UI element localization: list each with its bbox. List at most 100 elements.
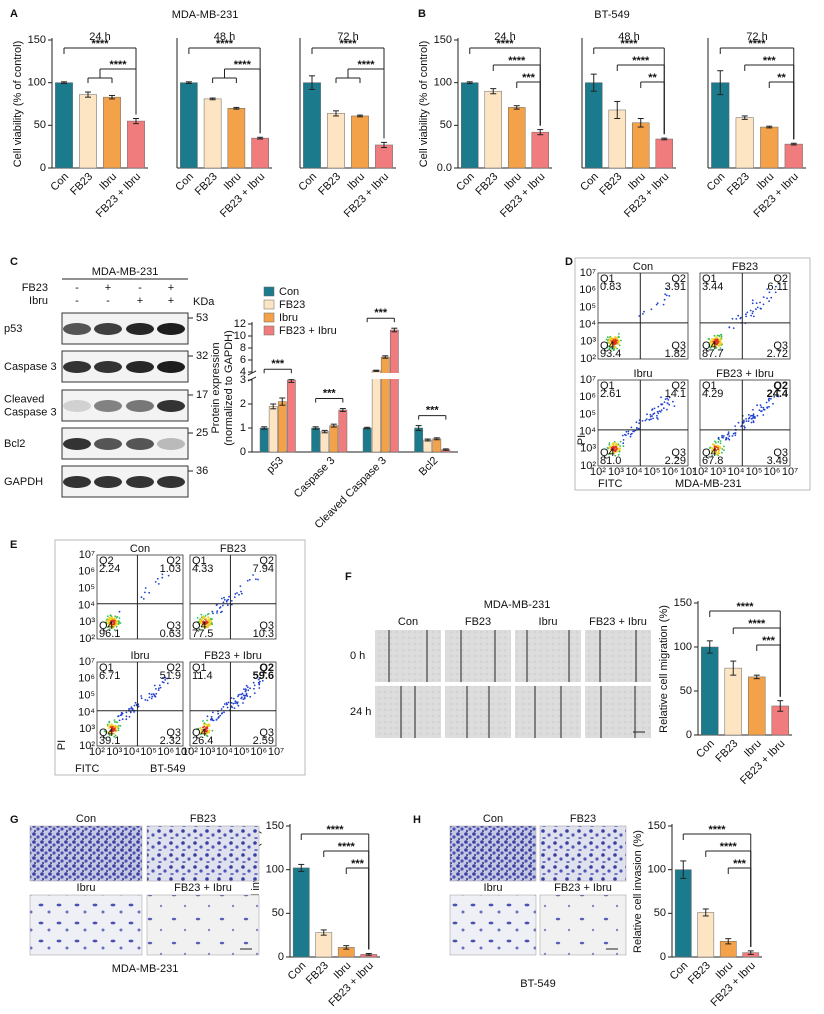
- flow-y-tick: 10⁶: [579, 284, 596, 296]
- flow-event: [242, 698, 245, 701]
- bar: [338, 409, 348, 453]
- chart-title: 72 h: [337, 31, 358, 43]
- flow-event: [672, 400, 674, 403]
- flow-event: [605, 338, 608, 341]
- flow-event: [144, 587, 147, 589]
- quadrant-value: 1.03: [160, 563, 181, 575]
- quadrant-name: Q3: [773, 447, 788, 459]
- flow-event: [662, 303, 665, 306]
- quadrant-value: 6.11: [767, 281, 788, 293]
- bar: [701, 646, 719, 736]
- flow-event: [196, 617, 199, 619]
- significance: ***: [426, 405, 440, 417]
- quadrant-name: Q3: [671, 447, 686, 459]
- flow-event: [154, 581, 157, 583]
- flow-event: [635, 421, 638, 424]
- quadrant-name: Q4: [192, 727, 207, 739]
- blot-band: [63, 438, 91, 450]
- flow-y-tick: 10³: [580, 443, 596, 455]
- flow-event: [107, 731, 109, 733]
- flow-event: [253, 684, 256, 687]
- bar: [180, 82, 198, 169]
- quadrant-value: 26.4: [192, 735, 213, 747]
- flow-event: [759, 301, 761, 304]
- flow-event: [611, 341, 614, 344]
- flow-event: [222, 601, 225, 604]
- micrograph: [515, 686, 581, 738]
- quadrant-value: 2.29: [665, 455, 686, 467]
- flow-event: [629, 433, 632, 436]
- bar: [251, 137, 269, 169]
- blot-row-label: p53: [4, 323, 22, 335]
- flow-event: [258, 683, 261, 686]
- flow-event: [765, 401, 768, 404]
- flow-event: [614, 444, 617, 447]
- column-label: FB23 + Ibru: [589, 616, 647, 628]
- flow-event: [140, 695, 143, 697]
- y-axis-label: Relative cell migration (%): [658, 605, 670, 733]
- quadrant-name: Q3: [671, 340, 686, 352]
- flow-event: [232, 702, 235, 705]
- quadrant-value: 3.44: [702, 281, 723, 293]
- flow-event: [762, 296, 765, 298]
- y-tick-label: 100: [434, 77, 452, 89]
- flow-event: [222, 604, 224, 607]
- flow-event: [714, 338, 717, 341]
- legend-label: FB23: [279, 299, 305, 311]
- image-label: Con: [76, 813, 96, 825]
- flow-event: [716, 342, 719, 345]
- flow-x-tick: 10⁵: [140, 746, 157, 758]
- treatment-sign: +: [168, 282, 174, 294]
- y-tick-label: 0: [240, 446, 246, 458]
- flow-event: [740, 316, 742, 319]
- flow-event: [665, 294, 668, 297]
- flow-event: [758, 409, 761, 411]
- flow-event: [768, 300, 770, 303]
- significance: ****: [748, 38, 766, 50]
- bar: [484, 90, 502, 169]
- flow-event: [715, 451, 718, 454]
- flow-event: [712, 348, 715, 351]
- flow-event: [212, 711, 214, 714]
- x-tick-label: FB23 + Ibru: [218, 171, 267, 220]
- flow-y-label: PI: [576, 435, 588, 445]
- flow-event: [725, 438, 727, 441]
- flow-event: [752, 413, 755, 415]
- quadrant-value: 2.72: [767, 348, 788, 360]
- flow-title: FB23 + Ibru: [204, 650, 262, 662]
- flow-event: [712, 345, 715, 348]
- bar: [303, 82, 321, 169]
- quadrant-value: 4.33: [192, 563, 213, 575]
- flow-x-label: FITC: [598, 478, 622, 490]
- column-label: Con: [398, 616, 418, 628]
- flow-event: [207, 620, 210, 622]
- treatment-sign: -: [75, 295, 79, 307]
- y-axis-label: Relative cell invasion (%): [632, 830, 644, 953]
- x-tick-label: Con: [705, 171, 728, 194]
- flow-event: [742, 421, 745, 424]
- y-tick-label: 0.0: [437, 162, 452, 174]
- flow-event: [708, 447, 711, 449]
- flow-event: [218, 607, 221, 609]
- quadrant-name: Q1: [702, 380, 717, 392]
- flow-event: [760, 406, 763, 408]
- flow-event: [608, 342, 611, 345]
- significance: ***: [374, 307, 388, 319]
- flow-event: [612, 448, 615, 450]
- blot-band: [126, 476, 154, 488]
- flow-event: [755, 308, 757, 311]
- flow-event: [762, 408, 765, 411]
- blot-band: [157, 438, 185, 450]
- quadrant-value: 24.4: [767, 388, 789, 400]
- x-tick-label: FB23: [597, 171, 624, 198]
- flow-event: [125, 718, 128, 721]
- flow-event: [717, 441, 720, 443]
- blot-band: [157, 323, 185, 335]
- flow-y-tick: 10⁷: [79, 549, 95, 561]
- flow-event: [611, 348, 613, 350]
- flow-event: [734, 432, 737, 434]
- flow-event: [619, 445, 621, 447]
- flow-x-tick: 10³: [608, 466, 624, 478]
- flow-event: [714, 445, 716, 448]
